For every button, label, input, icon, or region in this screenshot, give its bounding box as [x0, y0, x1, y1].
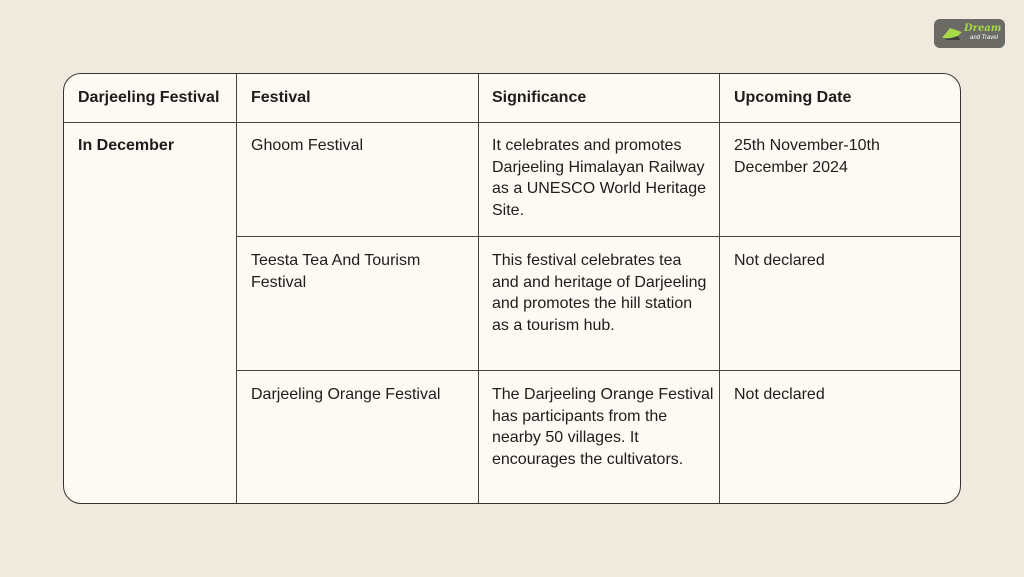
- divider: [719, 74, 720, 503]
- header-upcoming-date: Upcoming Date: [734, 89, 852, 106]
- dream-and-travel-logo: Dream and Travel: [934, 19, 1005, 48]
- leaf-icon: [942, 28, 962, 40]
- festival-date: Not declared: [734, 252, 825, 269]
- divider: [237, 370, 960, 371]
- festival-name: Ghoom Festival: [251, 137, 364, 154]
- festival-significance: The Darjeeling Orange Festival has parti…: [492, 386, 714, 468]
- festival-table: Darjeeling Festival Festival Significanc…: [63, 73, 961, 504]
- festival-date: Not declared: [734, 386, 825, 403]
- logo-subtext: and Travel: [970, 35, 998, 41]
- header-festival: Festival: [251, 89, 311, 106]
- header-darjeeling-festival: Darjeeling Festival: [78, 89, 220, 106]
- festival-significance: It celebrates and promotes Darjeeling Hi…: [492, 137, 706, 219]
- festival-name: Darjeeling Orange Festival: [251, 386, 441, 403]
- festival-date: 25th November-10th December 2024: [734, 137, 880, 176]
- festival-significance: This festival celebrates tea and and her…: [492, 252, 707, 334]
- divider: [237, 236, 960, 237]
- divider: [64, 122, 960, 123]
- divider: [236, 74, 237, 503]
- festival-name: Teesta Tea And Tourism Festival: [251, 252, 421, 291]
- divider: [478, 74, 479, 503]
- header-significance: Significance: [492, 89, 587, 106]
- logo-text: Dream: [964, 23, 1002, 34]
- group-label: In December: [78, 137, 175, 154]
